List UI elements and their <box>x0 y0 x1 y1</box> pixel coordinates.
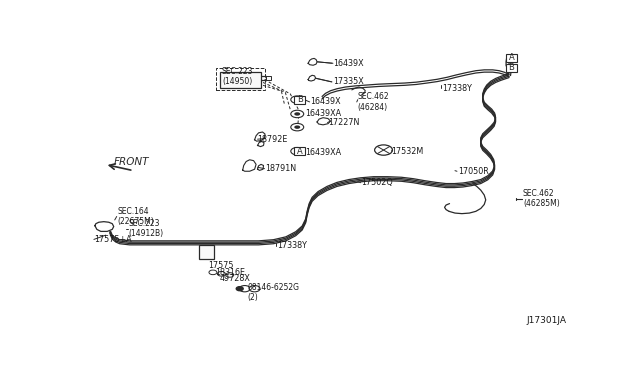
Circle shape <box>249 286 260 292</box>
Circle shape <box>294 98 300 101</box>
Text: J17301JA: J17301JA <box>526 316 566 325</box>
FancyBboxPatch shape <box>199 244 214 259</box>
FancyBboxPatch shape <box>506 54 517 61</box>
FancyBboxPatch shape <box>266 76 271 80</box>
Circle shape <box>374 145 392 155</box>
Polygon shape <box>308 58 317 65</box>
FancyBboxPatch shape <box>294 96 305 104</box>
Text: A: A <box>509 53 515 62</box>
Text: 16439X: 16439X <box>310 97 340 106</box>
Text: 17050R: 17050R <box>458 167 489 176</box>
Text: SEC.164
(22675M): SEC.164 (22675M) <box>117 207 154 226</box>
Text: 49728X: 49728X <box>220 275 251 283</box>
Text: SEC.223
(14912B): SEC.223 (14912B) <box>129 219 164 238</box>
Circle shape <box>236 287 243 291</box>
FancyBboxPatch shape <box>220 73 260 88</box>
Circle shape <box>294 112 300 116</box>
FancyBboxPatch shape <box>294 147 305 155</box>
Circle shape <box>226 273 234 277</box>
Polygon shape <box>95 222 114 231</box>
Text: 18792E: 18792E <box>257 135 288 144</box>
Circle shape <box>294 125 300 129</box>
Text: SEC.462
(46284): SEC.462 (46284) <box>358 92 389 112</box>
Text: 17227N: 17227N <box>328 118 360 127</box>
Text: A: A <box>297 147 303 156</box>
Text: 17338Y: 17338Y <box>277 241 307 250</box>
Circle shape <box>291 96 304 103</box>
Text: 16439XA: 16439XA <box>305 109 341 118</box>
Circle shape <box>239 286 250 292</box>
Text: 17335X: 17335X <box>333 77 364 86</box>
Circle shape <box>291 147 304 155</box>
Text: SEC.223
(14950): SEC.223 (14950) <box>222 67 253 86</box>
Text: B: B <box>297 95 303 104</box>
Circle shape <box>291 124 304 131</box>
Text: 17532M: 17532M <box>392 147 424 156</box>
Text: 08146-6252G
(2): 08146-6252G (2) <box>248 283 300 302</box>
Text: 17575: 17575 <box>208 261 234 270</box>
Circle shape <box>218 272 225 276</box>
FancyBboxPatch shape <box>506 64 517 71</box>
Polygon shape <box>308 75 316 81</box>
Polygon shape <box>255 132 265 141</box>
Text: 16439X: 16439X <box>333 59 364 68</box>
Circle shape <box>291 110 304 118</box>
Circle shape <box>294 150 300 153</box>
Text: 18791N: 18791N <box>265 164 296 173</box>
Text: 17502Q: 17502Q <box>361 178 393 187</box>
Polygon shape <box>317 118 330 125</box>
Text: B: B <box>509 63 515 72</box>
Text: 17575+A: 17575+A <box>94 235 131 244</box>
Text: FRONT: FRONT <box>114 157 149 167</box>
Text: 17338Y: 17338Y <box>442 84 472 93</box>
Polygon shape <box>257 164 264 170</box>
Text: 16439XA: 16439XA <box>305 148 341 157</box>
Polygon shape <box>243 160 256 171</box>
Text: 18316E: 18316E <box>215 268 245 277</box>
Polygon shape <box>257 141 264 147</box>
Circle shape <box>209 270 217 275</box>
Text: SEC.462
(46285M): SEC.462 (46285M) <box>523 189 559 208</box>
